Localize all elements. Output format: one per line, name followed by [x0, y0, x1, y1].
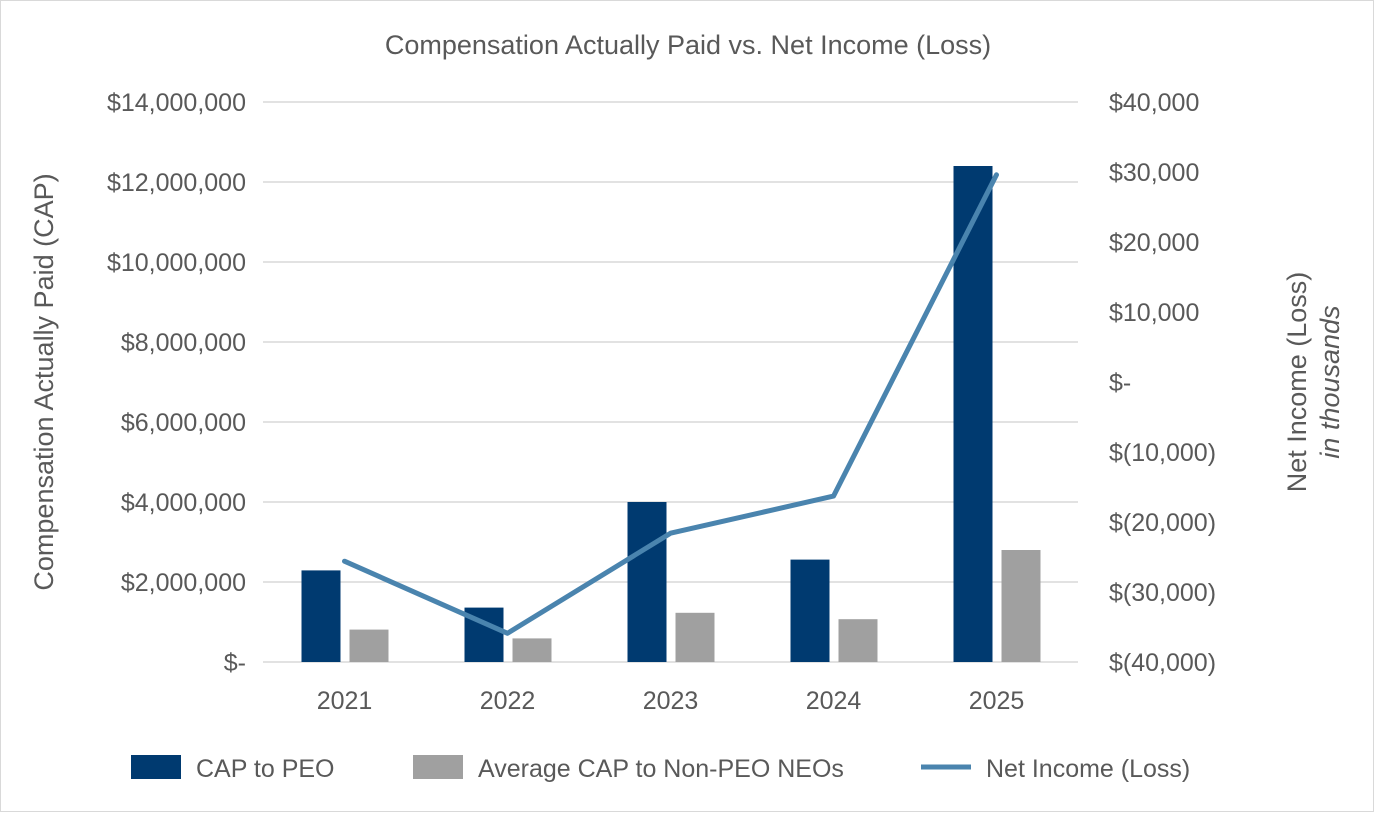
bar-cap-non-peo: [513, 638, 552, 662]
y-tick-label: $4,000,000: [121, 489, 246, 517]
y-tick-label: $-: [224, 649, 246, 677]
y-tick-label: $8,000,000: [121, 329, 246, 357]
y-tick-label: $10,000,000: [107, 249, 246, 277]
x-tick-label: 2021: [317, 687, 373, 715]
y2-tick-label: $10,000: [1109, 299, 1199, 327]
bar-cap-peo: [954, 166, 993, 662]
bar-cap-non-peo: [350, 630, 389, 662]
y2-tick-label: $(10,000): [1109, 439, 1216, 467]
chart-title: Compensation Actually Paid vs. Net Incom…: [385, 30, 991, 60]
y2-tick-label: $(40,000): [1109, 649, 1216, 677]
y2-tick-label: $-: [1109, 369, 1131, 397]
legend-swatch: [413, 755, 463, 779]
y-tick-label: $6,000,000: [121, 409, 246, 437]
y2-tick-label: $30,000: [1109, 159, 1199, 187]
bar-cap-non-peo: [1002, 550, 1041, 662]
bar-cap-peo: [302, 570, 341, 662]
y2-tick-label: $40,000: [1109, 89, 1199, 117]
net-income-line: [345, 175, 997, 634]
bar-cap-peo: [791, 560, 830, 662]
y-tick-label: $14,000,000: [107, 89, 246, 117]
x-tick-label: 2023: [643, 687, 699, 715]
y2-tick-label: $(30,000): [1109, 579, 1216, 607]
bar-cap-peo: [628, 502, 667, 662]
x-tick-label: 2025: [969, 687, 1025, 715]
legend-swatch: [131, 755, 181, 779]
y2-axis-label: Net Income (Loss): [1282, 272, 1312, 493]
y2-tick-label: $20,000: [1109, 229, 1199, 257]
legend-label: CAP to PEO: [196, 755, 335, 783]
y2-axis-sublabel: in thousands: [1315, 305, 1345, 458]
legend-label: Net Income (Loss): [986, 755, 1190, 783]
bar-cap-non-peo: [839, 619, 878, 662]
bar-cap-non-peo: [676, 613, 715, 662]
y-axis-label: Compensation Actually Paid (CAP): [29, 173, 59, 590]
y-tick-label: $12,000,000: [107, 169, 246, 197]
x-tick-label: 2024: [806, 687, 862, 715]
y2-tick-label: $(20,000): [1109, 509, 1216, 537]
legend-label: Average CAP to Non-PEO NEOs: [478, 755, 844, 783]
x-tick-label: 2022: [480, 687, 536, 715]
y-tick-label: $2,000,000: [121, 569, 246, 597]
